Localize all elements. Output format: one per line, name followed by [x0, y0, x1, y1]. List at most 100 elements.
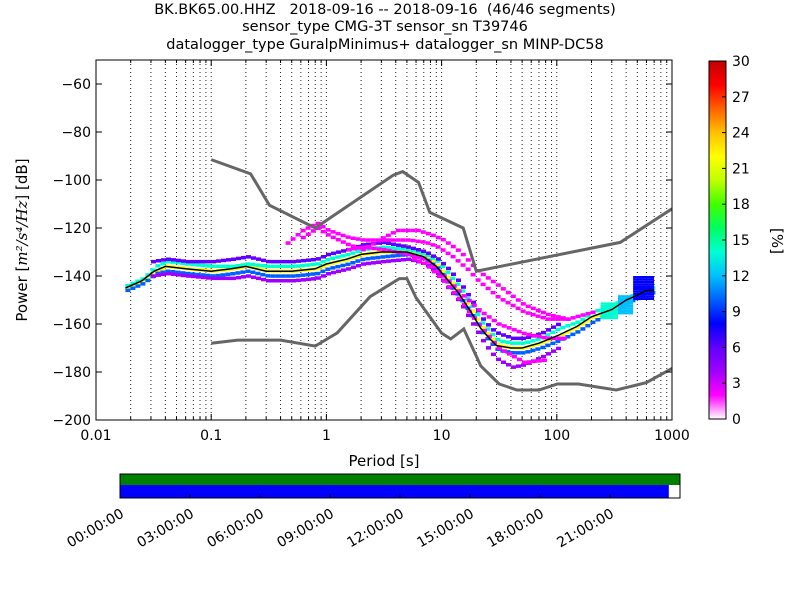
density-cell [365, 238, 371, 242]
density-cell [251, 256, 256, 260]
density-cell [346, 267, 351, 271]
density-cell [455, 287, 461, 291]
density-cell [335, 231, 341, 236]
density-cell [315, 226, 321, 231]
density-cell [376, 247, 382, 251]
density-cell [490, 279, 496, 284]
density-cell [510, 351, 516, 355]
density-cell [455, 259, 461, 263]
density-cell [405, 228, 411, 233]
density-cell [551, 349, 556, 353]
colorbar-tick-label: 21 [732, 161, 750, 177]
density-cell [385, 254, 391, 259]
density-cell [545, 343, 551, 348]
density-cell [445, 241, 451, 245]
density-cell [341, 268, 346, 272]
density-cell [261, 277, 266, 282]
density-cell [320, 260, 326, 264]
density-cell [140, 282, 146, 286]
density-cell [535, 347, 541, 351]
density-cell [200, 273, 206, 277]
density-cell [436, 257, 441, 261]
density-cell [481, 328, 487, 333]
density-cell [381, 247, 387, 252]
density-cell [481, 317, 486, 321]
x-tick-label: 0.01 [80, 428, 111, 444]
density-cell [225, 272, 231, 277]
density-cell [385, 233, 391, 238]
density-cell [386, 248, 392, 253]
density-cell [446, 266, 451, 271]
density-cell [230, 264, 236, 269]
chart-title-line3: datalogger_type GuralpMinimus+ datalogge… [166, 37, 604, 53]
density-cell [486, 323, 491, 327]
density-cell [400, 228, 406, 233]
density-cell [555, 317, 561, 321]
colorbar-tick-label: 12 [732, 269, 750, 285]
density-cell [325, 233, 331, 237]
density-cell [155, 268, 161, 273]
density-cell [456, 289, 462, 293]
density-cell [535, 314, 541, 318]
density-cell [461, 294, 467, 298]
density-cell [345, 262, 351, 267]
density-cell [155, 264, 161, 268]
density-cell [246, 274, 251, 278]
density-cell [525, 311, 531, 315]
density-cell [633, 276, 655, 279]
density-cell [271, 259, 276, 264]
density-cell [386, 259, 391, 263]
density-cell [415, 239, 421, 243]
density-cell [525, 350, 531, 354]
density-cell [461, 305, 466, 309]
density-cell [380, 255, 386, 259]
density-cell [360, 247, 366, 252]
density-cell [216, 259, 221, 263]
density-cell [316, 257, 321, 261]
density-cell [526, 332, 532, 337]
colorbar-tick-label: 3 [732, 376, 741, 392]
density-cell [355, 259, 361, 263]
density-cell [496, 346, 502, 350]
density-cell [376, 260, 381, 264]
density-cell [250, 270, 256, 274]
density-cell [510, 294, 516, 299]
density-cell [366, 246, 372, 250]
density-cell [440, 264, 446, 269]
x-tick-label: 10 [433, 428, 451, 444]
density-cell [425, 231, 431, 236]
density-cell [490, 290, 496, 295]
density-cell [400, 247, 406, 251]
density-cell [555, 339, 561, 344]
density-cell [500, 298, 506, 302]
density-cell [190, 262, 196, 267]
density-cell [535, 337, 541, 342]
density-cell [495, 337, 501, 342]
density-cell [556, 322, 561, 327]
density-cell [191, 274, 196, 279]
density-cell [216, 276, 221, 281]
density-cell [306, 277, 311, 282]
density-cell [505, 290, 511, 295]
density-cell [391, 258, 396, 263]
density-cell [361, 262, 366, 266]
density-cell [465, 258, 471, 262]
density-cell [160, 266, 166, 271]
colorbar-tick-label: 27 [732, 90, 750, 106]
timeline-tick-label: 06:00:00 [204, 506, 266, 551]
density-cell [465, 301, 471, 306]
density-cell [520, 351, 526, 355]
density-cell [206, 259, 211, 264]
density-cell [240, 270, 246, 274]
density-cell [236, 275, 241, 280]
density-cell [525, 340, 531, 344]
density-cell [250, 262, 256, 267]
density-cell [520, 341, 526, 345]
density-cell [236, 256, 241, 261]
probability-density [125, 221, 656, 369]
density-cell [445, 275, 451, 279]
density-cell [565, 335, 571, 339]
density-cell [176, 258, 181, 263]
y-axis-label-suffix: ] [dB] [13, 158, 31, 200]
